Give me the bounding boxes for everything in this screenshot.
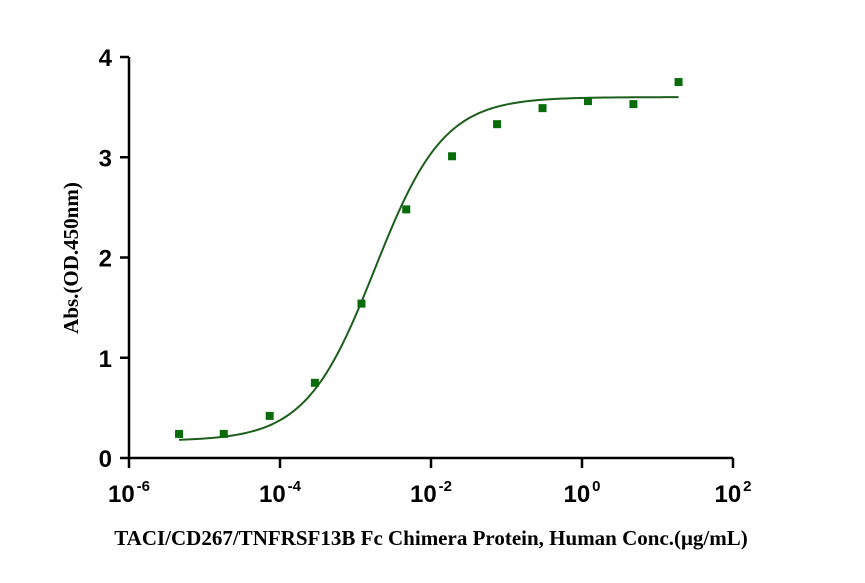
x-tick-label: 10 -6 (108, 478, 150, 508)
data-point (357, 299, 366, 308)
y-tick-label: 2 (99, 246, 112, 273)
x-ticks: 10 -6 10 -4 10 -2 10 0 10 2 (108, 458, 752, 508)
y-tick-label: 0 (99, 446, 112, 473)
x-tick-base: 10 (259, 481, 286, 508)
data-point (629, 100, 638, 109)
x-tick-exponent: 2 (743, 478, 751, 495)
y-axis-title: Abs.(OD.450nm) (59, 182, 83, 334)
x-tick-exponent: -2 (439, 478, 452, 495)
x-tick-exponent: 0 (592, 478, 600, 495)
axes (127, 57, 733, 460)
x-tick-exponent: -4 (288, 478, 302, 495)
data-point (310, 378, 319, 387)
x-tick-label: 10 -4 (259, 478, 302, 508)
data-point (493, 120, 502, 129)
data-point (448, 152, 457, 161)
x-axis-title: TACI/CD267/TNFRSF13B Fc Chimera Protein,… (114, 526, 748, 550)
x-tick-label: 10 0 (563, 478, 600, 508)
data-point (583, 97, 592, 106)
x-tick-exponent: -6 (137, 478, 150, 495)
data-point (402, 205, 411, 214)
y-tick-label: 3 (99, 145, 112, 172)
fit-curve (179, 96, 679, 441)
data-points (175, 78, 683, 438)
y-ticks: 0 1 2 3 4 (99, 45, 129, 473)
x-tick-base: 10 (108, 481, 135, 508)
x-tick-label: 10 -2 (410, 478, 452, 508)
data-point (674, 78, 683, 87)
y-tick-label: 1 (99, 346, 112, 373)
data-point (265, 411, 274, 420)
y-tick-label: 4 (99, 45, 113, 72)
x-tick-base: 10 (714, 481, 741, 508)
data-point (219, 429, 228, 438)
data-point (175, 429, 184, 438)
data-point (538, 104, 547, 113)
x-tick-label: 10 2 (714, 478, 751, 508)
x-tick-base: 10 (563, 481, 590, 508)
x-tick-base: 10 (410, 481, 437, 508)
